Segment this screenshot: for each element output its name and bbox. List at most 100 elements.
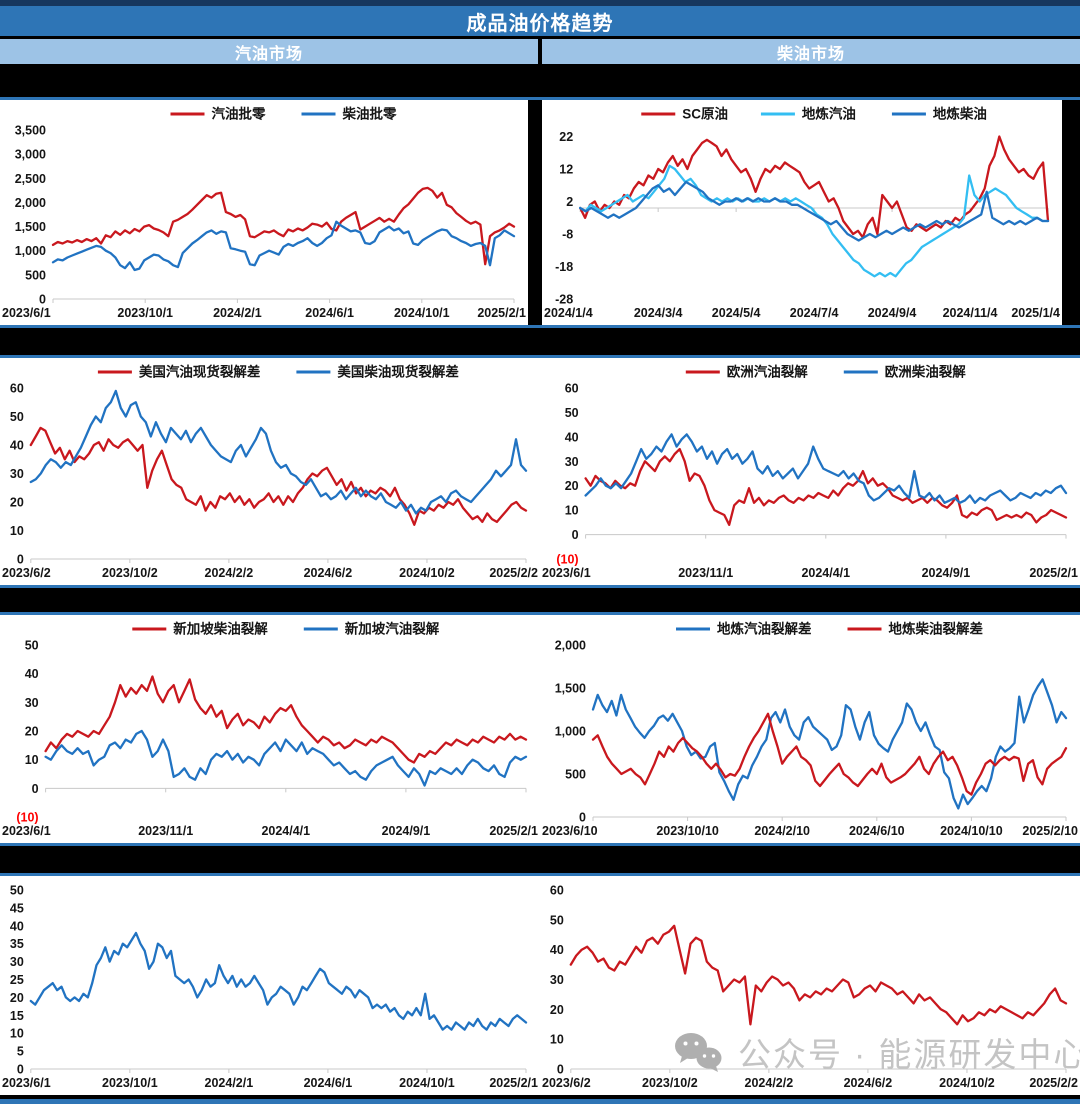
legend-label: 美国柴油现货裂解差 (337, 364, 459, 380)
chart-cell-us-cracks: 0 10 20 30 40 50 60 2023/6/2 2023/10/2 2024/2/2 20… (0, 358, 540, 585)
x-tick-label: 2024/1/4 (544, 306, 593, 320)
legend-label: 新加坡汽油裂解 (345, 621, 440, 637)
x-tick-label: 2024/2/2 (745, 1076, 794, 1090)
x-tick-label: 2024/9/4 (868, 306, 917, 320)
wechat-icon (675, 1033, 722, 1072)
series-line-2 (579, 180, 1050, 242)
chart-row-3: (10) 0 10 20 30 40 50 2023/6/1 2023/11/1 2024/4/1… (0, 615, 1080, 843)
legend-label: 地炼柴油裂解差 (889, 621, 984, 637)
chart-us-spot-cracks: 0 10 20 30 40 50 60 2023/6/2 2023/10/2 2024/2/2 20… (2, 364, 538, 581)
x-tick-label: 2024/3/4 (634, 306, 683, 320)
y-tick-label: 5 (17, 1045, 24, 1059)
vertical-divider (528, 100, 542, 325)
x-tick-label: 2024/10/1 (399, 1076, 455, 1090)
y-tick-label: 1,000 (555, 725, 586, 739)
y-tick-label: 3,000 (15, 148, 46, 162)
y-tick-label: 500 (565, 768, 586, 782)
chart-gasoline-diesel-wholesale: 0 500 1,000 1,500 2,000 2,500 3,000 3,500 2023/6… (2, 106, 526, 321)
y-tick-label: 10 (550, 1033, 564, 1047)
column-header-gasoline: 汽油市场 (0, 39, 538, 64)
x-tick-label: 2025/2/1 (489, 1076, 538, 1090)
chart-singapore-cracks: (10) 0 10 20 30 40 50 2023/6/1 2023/11/1 2024/4/1… (2, 621, 538, 839)
top-border (0, 0, 1080, 6)
column-headers: 汽油市场 柴油市场 (0, 39, 1080, 64)
series-line-1 (44, 729, 528, 787)
series-line-1 (584, 433, 1068, 504)
y-tick-label: 500 (25, 268, 46, 282)
x-tick-label: 2024/4/1 (801, 566, 850, 580)
series-line-1 (579, 164, 1050, 278)
y-tick-label: 30 (550, 973, 564, 987)
x-tick-label: 2023/6/1 (2, 824, 51, 838)
x-tick-label: 2025/2/10 (1022, 824, 1078, 838)
x-tick-label: 2023/6/2 (2, 566, 51, 580)
x-tick-label: 2024/10/2 (939, 1076, 995, 1090)
y-tick-label: 40 (10, 919, 24, 933)
x-tick-label: 2024/9/1 (382, 824, 431, 838)
y-tick-label: 1,000 (15, 244, 46, 258)
y-tick-label: 0 (572, 528, 579, 542)
y-tick-label: 0 (17, 1063, 24, 1077)
series-line-0 (569, 924, 1068, 1026)
chart-cell-wholesale-retail: 0 500 1,000 1,500 2,000 2,500 3,000 3,500 2023/6… (0, 100, 528, 325)
separator-band (0, 843, 1080, 876)
y-tick-label: 20 (25, 725, 39, 739)
x-tick-label: 2023/6/10 (542, 824, 598, 838)
y-tick-label: 25 (10, 973, 24, 987)
y-tick-label: 10 (25, 753, 39, 767)
x-tick-label: 2023/10/1 (117, 306, 173, 320)
x-tick-label: 2024/2/2 (205, 566, 254, 580)
chart-cell-bottom-left: 0 5 10 15 20 25 30 35 40 45 50 2023/6/1 2023/10/1 202… (0, 876, 540, 1095)
y-tick-label: 20 (10, 496, 24, 510)
y-tick-label: 30 (25, 696, 39, 710)
chart-sc-crude-refinery: -28 -18 -8 2 12 22 2024/1/4 2024/3/4 2024/5/4 202… (544, 106, 1060, 321)
page-title-bar: 成品油价格趋势 (0, 6, 1080, 36)
separator-band (0, 325, 1080, 358)
legend-label: 汽油批零 (212, 106, 266, 122)
y-tick-label: (10) (16, 811, 38, 825)
y-tick-label: 50 (10, 884, 24, 898)
x-tick-label: 2024/11/4 (943, 306, 998, 320)
series-line-0 (51, 186, 516, 266)
x-tick-label: 2024/7/4 (790, 306, 839, 320)
x-tick-label: 2024/6/1 (305, 306, 354, 320)
y-tick-label: 60 (10, 382, 24, 396)
x-tick-label: 2023/10/10 (656, 824, 719, 838)
series-line-1 (29, 389, 528, 515)
chart-row-2: 0 10 20 30 40 50 60 2023/6/2 2023/10/2 2024/2/2 20… (0, 358, 1080, 585)
separator-band (0, 64, 1080, 100)
separator-band (0, 585, 1080, 615)
y-tick-label: 15 (10, 1009, 24, 1023)
bottom-border (0, 1095, 1080, 1104)
y-tick-label: 0 (32, 782, 39, 796)
x-tick-label: 2024/9/1 (922, 566, 971, 580)
y-tick-label: -8 (562, 228, 573, 242)
y-tick-label: 0 (579, 811, 586, 825)
x-tick-label: 2024/5/4 (712, 306, 761, 320)
x-tick-label: 2024/4/1 (261, 824, 310, 838)
series-line-1 (591, 712, 1068, 796)
x-tick-label: 2024/10/1 (394, 306, 450, 320)
column-divider (538, 39, 542, 64)
y-tick-label: 20 (10, 991, 24, 1005)
x-tick-label: 2023/6/1 (542, 566, 591, 580)
series-line-0 (591, 678, 1068, 810)
x-tick-label: 2023/10/1 (102, 1076, 158, 1090)
y-tick-label: (10) (556, 553, 578, 567)
page-title: 成品油价格趋势 (466, 12, 614, 35)
chart-cell-europe-cracks: (10) 0 10 20 30 40 50 60 2023/6/1 2023/11/1 2024/4… (540, 358, 1080, 585)
x-tick-label: 2024/6/2 (304, 566, 353, 580)
series-line-0 (584, 447, 1068, 526)
x-tick-label: 2025/2/2 (489, 566, 538, 580)
x-tick-label: 2024/6/1 (304, 1076, 353, 1090)
y-tick-label: 10 (565, 504, 579, 518)
x-tick-label: 2024/6/10 (849, 824, 905, 838)
legend-label: 地炼汽油 (802, 106, 856, 122)
chart-bottom-left-blue: 0 5 10 15 20 25 30 35 40 45 50 2023/6/1 2023/10/1 202… (2, 884, 538, 1091)
column-header-diesel-label: 柴油市场 (776, 45, 845, 63)
y-tick-label: 50 (25, 639, 39, 653)
y-tick-label: 0 (17, 553, 24, 567)
y-tick-label: 2,000 (555, 639, 586, 653)
y-tick-label: 30 (10, 955, 24, 969)
y-tick-label: 12 (559, 163, 573, 177)
